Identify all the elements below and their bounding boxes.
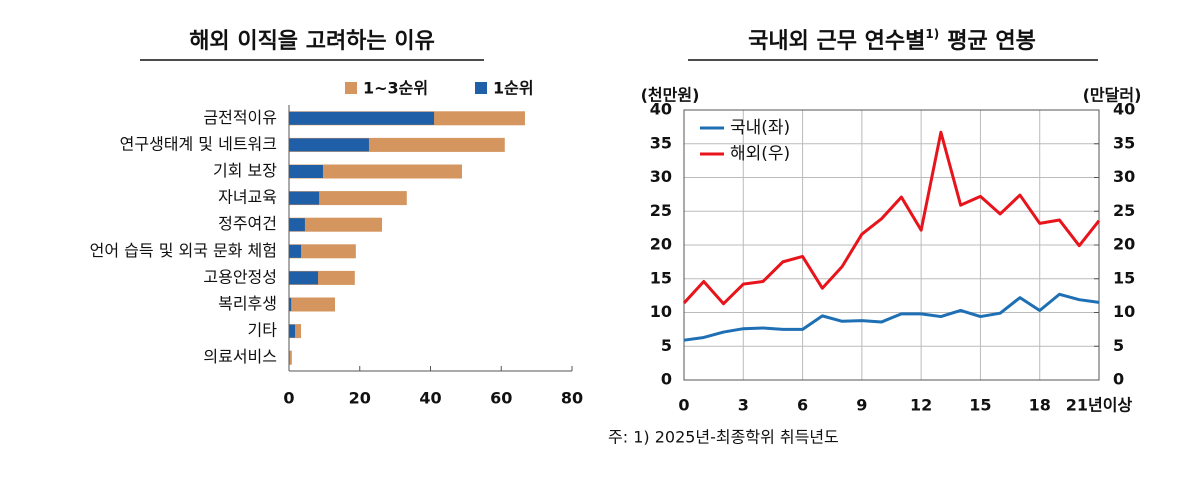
bar (289, 297, 335, 312)
x-tick-label: 21년이상 (1066, 396, 1133, 415)
x-tick-label: 12 (910, 396, 932, 415)
y-tick-label: 30 (650, 167, 672, 186)
bar (289, 191, 320, 205)
x-tick-label: 60 (490, 389, 512, 408)
bar (289, 138, 369, 152)
x-tick-label: 9 (856, 396, 867, 415)
bar (289, 244, 356, 259)
y-tick-label: 기회 보장 (213, 161, 277, 180)
y-tick-label: 금전적이유 (203, 108, 277, 127)
y2-tick-label: 35 (1113, 133, 1135, 152)
y-tick-label: 의료서비스 (203, 347, 277, 366)
right-title: 국내외 근무 연수별1) 평균 연봉 (748, 27, 1036, 55)
y2-tick-label: 5 (1113, 336, 1124, 355)
line-series (683, 292, 1100, 342)
x-tick-label: 80 (561, 389, 583, 408)
y-tick-label: 연구생태계 및 네트워크 (120, 134, 277, 153)
y2-tick-label: 10 (1113, 302, 1135, 321)
x-tick-label: 18 (1029, 396, 1051, 415)
y2-tick-label: 20 (1113, 235, 1135, 254)
y-tick-label: 20 (650, 235, 672, 254)
y-tick-label: 40 (650, 100, 672, 119)
bar (289, 217, 383, 232)
y2-axis-label: (만달러) (1083, 86, 1142, 105)
y2-tick-label: 0 (1113, 370, 1124, 389)
x-tick-label: 15 (969, 396, 991, 415)
bar (289, 218, 305, 232)
y2-tick-label: 25 (1113, 201, 1135, 220)
y-tick-label: 복리후생 (218, 294, 277, 313)
x-tick-label: 0 (678, 396, 689, 415)
legend-label: 해외(우) (730, 144, 790, 164)
y-tick-label: 자녀교육 (218, 188, 277, 207)
title-part: 평균 연봉 (947, 29, 1036, 54)
bar (289, 324, 296, 338)
x-tick-label: 0 (283, 389, 294, 408)
bar (289, 350, 292, 365)
line-series (682, 130, 1101, 306)
y-tick-label: 기타 (248, 321, 278, 340)
x-tick-label: 20 (349, 389, 371, 408)
y-axis-label: (천만원) (641, 86, 700, 105)
legend-swatch (345, 82, 357, 94)
y-tick-label: 언어 습득 및 외국 문화 체험 (90, 241, 277, 260)
left-title: 해외 이직을 고려하는 이유 (189, 29, 435, 54)
y2-tick-label: 15 (1113, 268, 1135, 287)
bar (289, 164, 462, 179)
y-tick-label: 25 (650, 201, 672, 220)
y-tick-label: 35 (650, 133, 672, 152)
legend-swatch (475, 82, 487, 94)
x-tick-label: 3 (738, 396, 749, 415)
x-tick-label: 6 (797, 396, 808, 415)
bar (289, 271, 319, 285)
y-tick-label: 5 (661, 336, 672, 355)
y-tick-label: 15 (650, 268, 672, 287)
title-note: 1) (925, 27, 939, 41)
bar (289, 298, 292, 311)
legend-label: 국내(좌) (730, 118, 790, 138)
plot-frame (683, 109, 1100, 381)
y-tick-label: 0 (661, 370, 672, 389)
bar (289, 165, 323, 178)
y-tick-label: 정주여건 (218, 214, 277, 233)
footnote: 주: 1) 2025년-최종학위 취득년도 (608, 428, 839, 447)
legend-label: 1~3순위 (363, 79, 428, 98)
legend-label: 1순위 (493, 79, 534, 98)
y-tick-label: 고용안정성 (203, 267, 277, 286)
bar (289, 111, 435, 125)
y2-tick-label: 40 (1113, 100, 1135, 119)
title-part: 국내외 근무 연수별 (748, 29, 925, 54)
y-tick-label: 10 (650, 302, 672, 321)
bar (289, 244, 302, 258)
x-tick-label: 40 (419, 389, 441, 408)
y2-tick-label: 30 (1113, 167, 1135, 186)
